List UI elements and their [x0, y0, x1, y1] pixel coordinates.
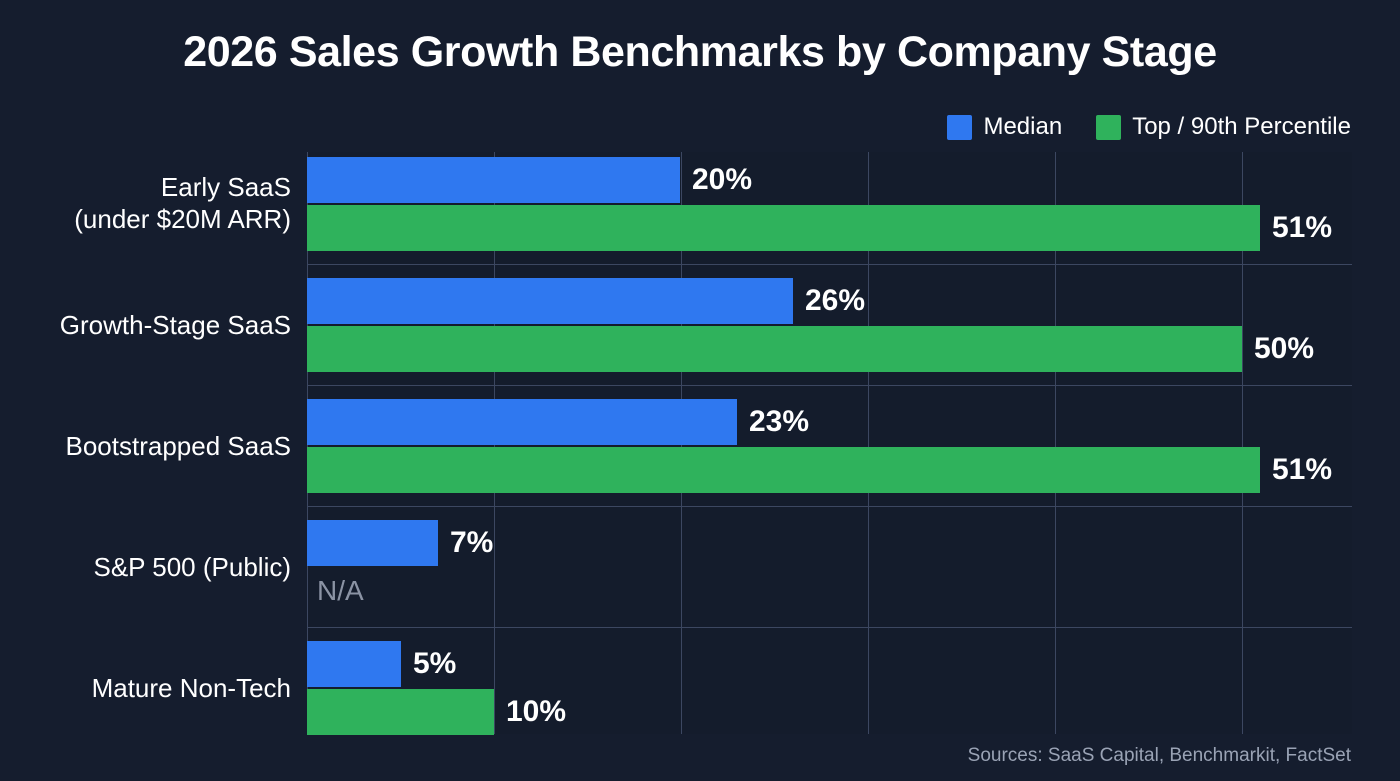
legend-item-top-percentile[interactable]: Top / 90th Percentile [1096, 113, 1351, 141]
bar-top-percentile[interactable] [307, 205, 1260, 251]
category-label: S&P 500 (Public) [0, 552, 291, 584]
chart-legend: Median Top / 90th Percentile [947, 113, 1351, 141]
category-label: Bootstrapped SaaS [0, 431, 292, 463]
category-label: Mature Non-Tech [0, 673, 291, 705]
gridline-vertical-40 [1055, 152, 1056, 734]
category-label-line1: Early SaaS [160, 172, 291, 202]
bar-track-top-percentile: 51% [307, 205, 1332, 251]
category-label: Growth-Stage SaaS [0, 310, 291, 342]
category-label-line1: S&P 500 (Public) [93, 552, 291, 582]
gridline-horizontal-3 [307, 506, 1352, 507]
bar-track-median: 20% [307, 157, 752, 203]
legend-label-median: Median [983, 113, 1063, 140]
bar-median[interactable] [307, 520, 438, 566]
bar-value-top-percentile: 10% [506, 695, 567, 728]
bar-value-top-percentile: N/A [317, 575, 364, 606]
bar-track-median: 7% [307, 520, 493, 566]
bar-value-median: 26% [805, 284, 866, 317]
bar-track-top-percentile: N/A [307, 568, 364, 614]
bar-value-top-percentile: 51% [1272, 453, 1333, 486]
bar-top-percentile[interactable] [307, 326, 1242, 372]
bar-median[interactable] [307, 157, 680, 203]
bar-top-percentile[interactable] [307, 447, 1260, 493]
category-label-line1: Bootstrapped SaaS [65, 431, 292, 461]
gridline-horizontal-1 [307, 264, 1352, 265]
bar-value-top-percentile: 50% [1254, 332, 1315, 365]
bar-value-median: 20% [692, 163, 753, 196]
gridline-vertical-50 [1242, 152, 1243, 734]
bar-median[interactable] [307, 278, 793, 324]
category-label-line2: (under $20M ARR) [74, 203, 291, 234]
bar-track-median: 26% [307, 278, 865, 324]
category-label: Early SaaS (under $20M ARR) [0, 172, 291, 235]
bar-track-median: 5% [307, 641, 456, 687]
gridline-horizontal-4 [307, 627, 1352, 628]
legend-swatch-median [947, 114, 973, 140]
category-label-line1: Mature Non-Tech [91, 673, 291, 703]
gridline-horizontal-2 [307, 385, 1352, 386]
bar-median[interactable] [307, 641, 401, 687]
legend-item-median[interactable]: Median [947, 113, 1062, 141]
page-title: 2026 Sales Growth Benchmarks by Company … [183, 28, 1217, 76]
bar-value-median: 23% [749, 405, 810, 438]
gridline-vertical-30 [868, 152, 869, 734]
bar-median[interactable] [307, 399, 737, 445]
source-note: Sources: SaaS Capital, Benchmarkit, Fact… [967, 745, 1351, 766]
bar-top-percentile[interactable] [307, 689, 494, 735]
bar-value-top-percentile: 51% [1272, 211, 1333, 244]
legend-label-top-percentile: Top / 90th Percentile [1132, 113, 1351, 140]
bar-value-median: 7% [450, 526, 494, 559]
bar-track-median: 23% [307, 399, 809, 445]
bar-track-top-percentile: 10% [307, 689, 566, 735]
bar-value-median: 5% [413, 647, 457, 680]
category-label-line1: Growth-Stage SaaS [59, 310, 291, 340]
bar-track-top-percentile: 51% [307, 447, 1332, 493]
bar-track-top-percentile: 50% [307, 326, 1314, 372]
legend-swatch-top-percentile [1096, 114, 1122, 140]
